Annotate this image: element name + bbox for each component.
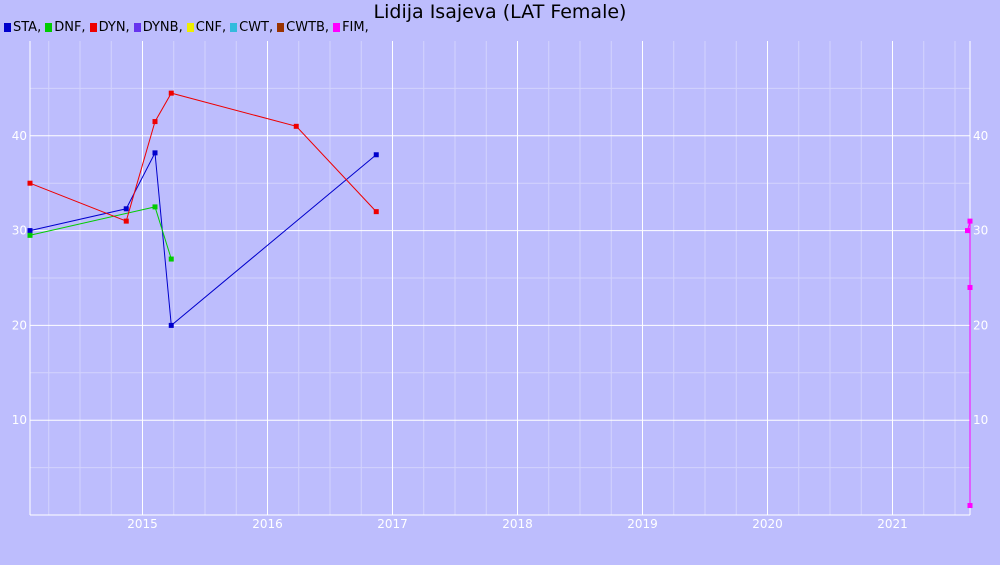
data-point-dyn xyxy=(293,123,299,129)
legend-label: DYN, xyxy=(98,20,130,35)
x-tick-label: 2016 xyxy=(252,517,283,531)
legend-item: DYN, xyxy=(89,20,130,35)
data-point-sta xyxy=(373,152,379,158)
legend-swatch xyxy=(277,23,285,32)
data-point-dyn xyxy=(152,119,158,125)
legend-swatch xyxy=(230,23,238,32)
legend-label: CWTB, xyxy=(286,20,330,35)
data-point-dyn xyxy=(123,218,129,224)
y-tick-label-right: 10 xyxy=(973,413,988,427)
legend-label: DNF, xyxy=(54,20,86,35)
legend-item: DNF, xyxy=(45,20,86,35)
legend-swatch xyxy=(133,23,141,32)
legend-item: STA, xyxy=(4,20,41,35)
data-point-dnf xyxy=(152,204,158,210)
series xyxy=(27,90,973,509)
legend-swatch xyxy=(333,23,341,32)
x-tick-label: 2018 xyxy=(502,517,533,531)
legend-item: CWTB, xyxy=(277,20,329,35)
y-tick-label-right: 30 xyxy=(973,224,988,238)
y-tick-label-right: 20 xyxy=(973,318,988,332)
data-point-sta xyxy=(152,150,158,156)
grid xyxy=(29,41,971,516)
series-line-sta xyxy=(29,151,377,327)
data-point-sta xyxy=(27,228,33,234)
legend: STA, DNF, DYN, DYNB, CNF, CWT, CWTB, FIM, xyxy=(4,20,373,35)
x-tick-label: 2020 xyxy=(752,517,783,531)
legend-item: CNF, xyxy=(186,20,227,35)
y-tick-label-left: 20 xyxy=(12,318,27,332)
y-tick-label-left: 10 xyxy=(12,413,27,427)
chart-title: Lidija Isajeva (LAT Female) xyxy=(373,1,627,23)
legend-swatch xyxy=(45,23,53,32)
legend-item: FIM, xyxy=(333,20,369,35)
data-point-dnf xyxy=(168,256,174,262)
legend-label: CWT, xyxy=(239,20,274,35)
data-point-dyn xyxy=(168,90,174,96)
y-tick-label-left: 30 xyxy=(12,224,27,238)
x-tick-label: 2021 xyxy=(877,517,908,531)
legend-label: STA, xyxy=(13,20,42,35)
data-point-sta xyxy=(123,206,129,212)
y-tick-label-left: 40 xyxy=(12,129,27,143)
data-point-dyn xyxy=(373,209,379,215)
legend-swatch xyxy=(89,23,97,32)
data-point-fim xyxy=(967,218,973,224)
x-tick-label: 2019 xyxy=(627,517,658,531)
data-point-fim xyxy=(967,503,973,509)
x-tick-label: 2017 xyxy=(377,517,408,531)
legend-item: DYNB, xyxy=(133,20,183,35)
data-point-fim xyxy=(967,284,973,290)
data-point-sta xyxy=(168,322,174,328)
data-point-dyn xyxy=(27,180,33,186)
data-point-fim xyxy=(965,228,970,234)
data-point-dnf xyxy=(27,232,33,238)
series-line-fim xyxy=(967,220,971,506)
y-tick-label-right: 40 xyxy=(973,129,988,143)
legend-item: CWT, xyxy=(230,20,273,35)
legend-swatch xyxy=(4,23,11,32)
legend-label: FIM, xyxy=(342,20,369,35)
legend-label: DYNB, xyxy=(142,20,183,35)
legend-swatch xyxy=(186,23,194,32)
x-tick-label: 2015 xyxy=(127,517,158,531)
legend-label: CNF, xyxy=(195,20,227,35)
series-line-dyn xyxy=(29,92,377,222)
